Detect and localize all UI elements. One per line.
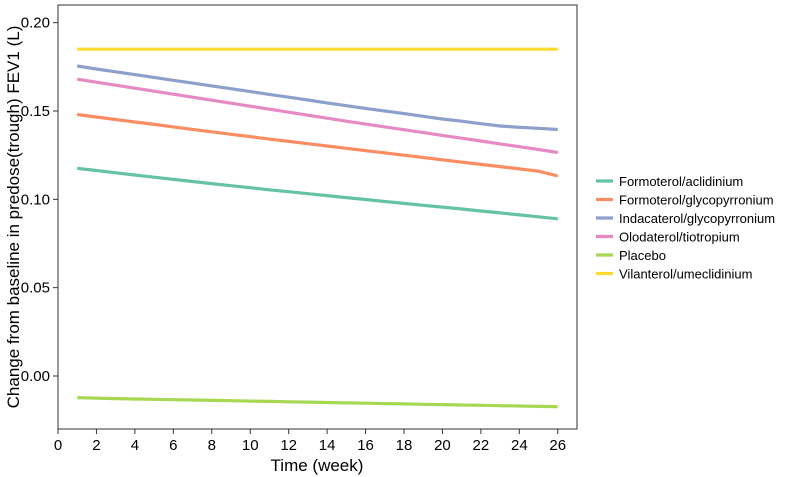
legend-label-placebo: Placebo [619, 248, 666, 263]
x-tick-label: 6 [169, 437, 177, 454]
x-tick-label: 10 [242, 437, 259, 454]
y-axis: 0.00 0.05 0.10 0.15 0.20 [21, 15, 58, 385]
y-tick-label: 0.05 [21, 280, 50, 297]
y-tick-label: 0.15 [21, 103, 50, 120]
legend-label-formoterol-glycopyrronium: Formoterol/glycopyrronium [619, 193, 774, 208]
x-tick-label: 2 [92, 437, 100, 454]
legend: Formoterol/aclidinium Formoterol/glycopyr… [596, 174, 775, 282]
x-tick-label: 26 [549, 437, 566, 454]
x-axis-label: Time (week) [271, 456, 364, 475]
x-axis: 0 2 4 6 8 10 12 14 16 18 20 22 24 26 [54, 429, 566, 454]
x-tick-label: 20 [434, 437, 451, 454]
x-tick-label: 0 [54, 437, 62, 454]
x-tick-label: 4 [131, 437, 139, 454]
series-line-formoterol-glycopyrronium [76, 112, 559, 178]
x-tick-label: 22 [473, 437, 490, 454]
y-axis-label: Change from baseline in predose(trough) … [4, 26, 23, 409]
legend-label-vilanterol-umeclidinium: Vilanterol/umeclidinium [619, 267, 752, 282]
x-tick-label: 24 [511, 437, 528, 454]
series-lines [76, 47, 559, 409]
y-tick-label: 0.00 [21, 368, 50, 385]
series-line-placebo [77, 396, 558, 409]
plot-panel [57, 4, 578, 430]
legend-label-indacaterol-glycopyrronium: Indacaterol/glycopyrronium [619, 211, 775, 226]
x-tick-label: 14 [319, 437, 336, 454]
x-tick-label: 12 [280, 437, 297, 454]
series-line-indacaterol-glycopyrronium [76, 64, 558, 132]
x-tick-label: 8 [208, 437, 216, 454]
y-tick-label: 0.10 [21, 191, 50, 208]
series-line-formoterol-aclidinium [77, 166, 558, 221]
series-line-olodaterol-tiotropium [76, 77, 559, 155]
legend-label-formoterol-aclidinium: Formoterol/aclidinium [619, 174, 743, 189]
y-tick-label: 0.20 [21, 15, 50, 32]
legend-label-olodaterol-tiotropium: Olodaterol/tiotropium [619, 230, 740, 245]
x-tick-label: 16 [357, 437, 374, 454]
x-tick-label: 18 [396, 437, 413, 454]
